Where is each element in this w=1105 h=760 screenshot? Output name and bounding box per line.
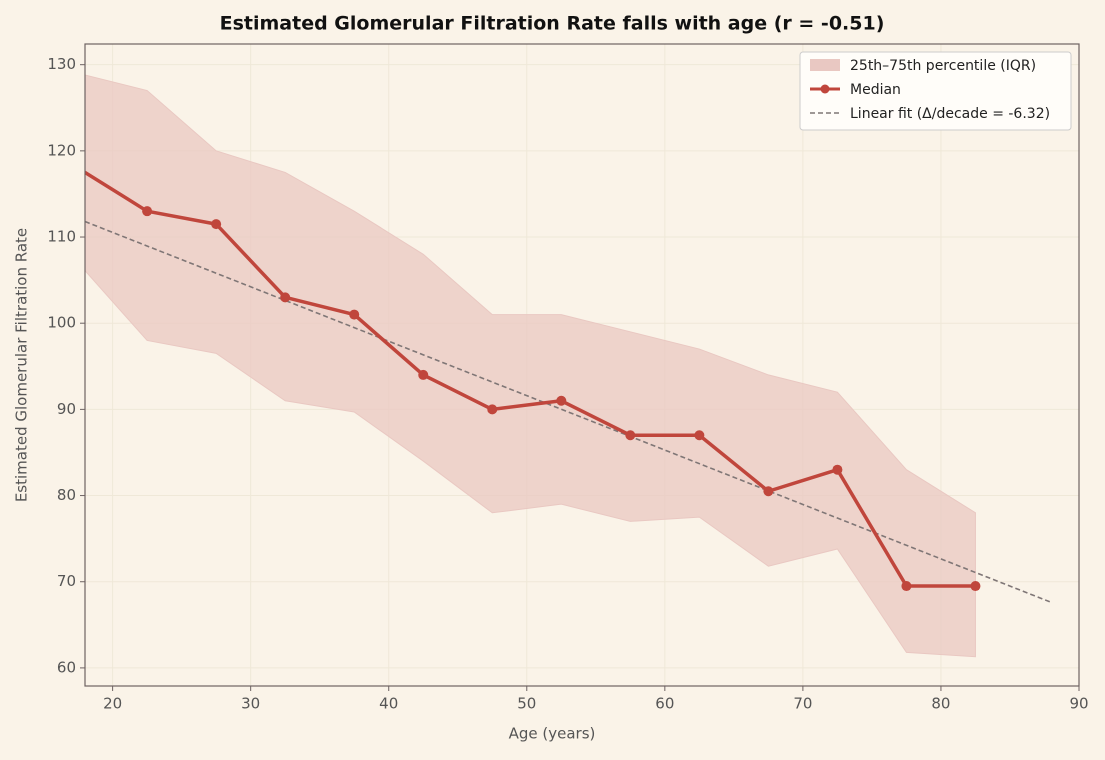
x-tick-label: 90 <box>1069 695 1088 713</box>
y-axis-label: Estimated Glomerular Filtration Rate <box>13 228 31 502</box>
median-point <box>901 581 912 592</box>
median-point <box>349 309 360 320</box>
legend-label: Linear fit (Δ/decade = -6.32) <box>850 106 1050 122</box>
plot-area <box>85 44 1079 686</box>
legend-swatch <box>810 59 840 71</box>
y-tick-label: 80 <box>57 486 76 504</box>
legend-label: 25th–75th percentile (IQR) <box>850 58 1036 74</box>
x-tick-label: 50 <box>517 695 536 713</box>
legend: 25th–75th percentile (IQR) Median Linear f… <box>799 51 1072 131</box>
median-point <box>211 219 222 230</box>
x-axis-label: Age (years) <box>509 725 596 743</box>
x-tick-label: 60 <box>655 695 674 713</box>
legend-label: Median <box>850 82 901 98</box>
y-tick-label: 110 <box>47 228 76 246</box>
median-point <box>970 581 981 592</box>
y-tick-label: 60 <box>57 658 76 676</box>
median-line <box>85 170 976 588</box>
median-point <box>142 206 153 217</box>
median-point <box>832 464 843 475</box>
y-tick-label: 130 <box>47 55 76 73</box>
median-point <box>763 486 774 497</box>
y-tick-label: 100 <box>47 314 76 332</box>
x-tick-label: 70 <box>793 695 812 713</box>
median-point <box>556 395 567 406</box>
median-point <box>625 430 636 441</box>
fit-line <box>85 220 1052 604</box>
x-tick-label: 20 <box>103 695 122 713</box>
chart-title: Estimated Glomerular Filtration Rate fal… <box>220 13 885 35</box>
median-point <box>418 369 429 380</box>
x-tick-label: 40 <box>379 695 398 713</box>
median-point <box>487 404 498 415</box>
plot-frame <box>84 43 1080 687</box>
median-point <box>694 430 705 441</box>
x-tick-label: 80 <box>931 695 950 713</box>
iqr-band <box>85 74 976 658</box>
legend-box <box>799 51 1072 131</box>
legend-swatch <box>820 84 830 94</box>
y-tick-label: 90 <box>57 400 76 418</box>
y-tick-label: 70 <box>57 572 76 590</box>
x-tick-label: 30 <box>241 695 260 713</box>
median-point <box>280 292 291 303</box>
y-tick-label: 120 <box>47 141 76 159</box>
